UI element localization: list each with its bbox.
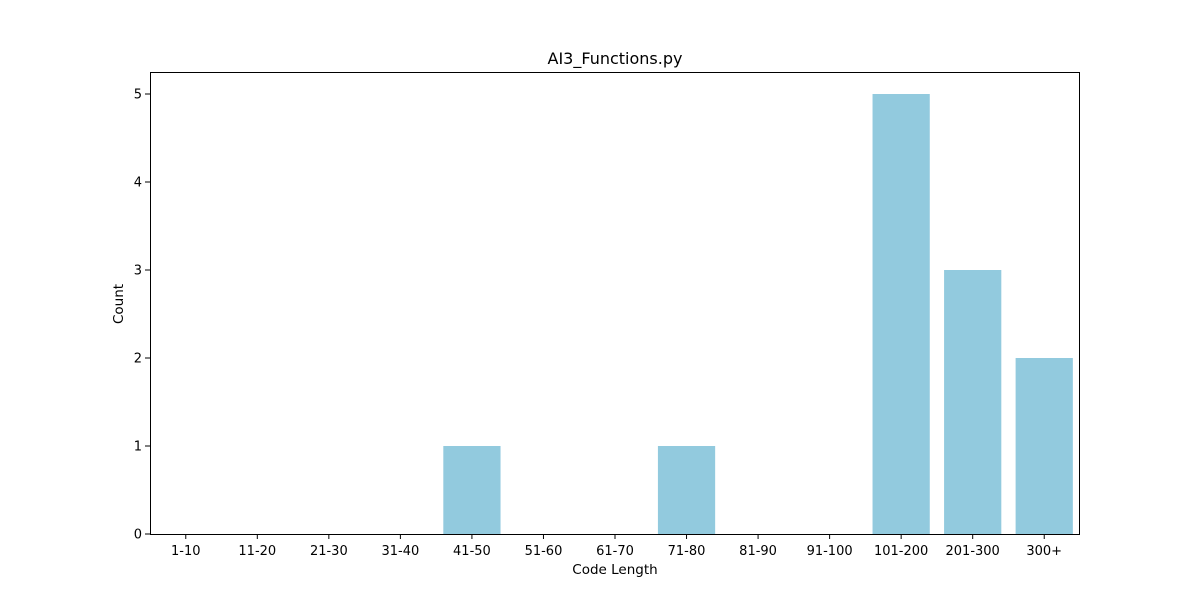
y-tick-label: 0 bbox=[134, 528, 142, 543]
x-tick-label: 300+ bbox=[1026, 544, 1062, 559]
y-ticks-group: 0 1 2 3 4 5 bbox=[134, 88, 150, 543]
chart-title: AI3_Functions.py bbox=[548, 49, 683, 69]
x-tick-label: 101-200 bbox=[874, 544, 928, 559]
bar-101-200 bbox=[872, 94, 930, 534]
x-tick-label: 51-60 bbox=[525, 544, 563, 559]
bar-71-80 bbox=[657, 446, 716, 534]
plot-frame bbox=[150, 72, 1080, 535]
bar-201-300 bbox=[944, 270, 1002, 534]
y-tick-label: 3 bbox=[134, 264, 142, 279]
y-tick-label: 4 bbox=[134, 176, 142, 191]
bar-300+ bbox=[1015, 358, 1073, 534]
x-tick-label: 91-100 bbox=[807, 544, 853, 559]
x-tick-label: 61-70 bbox=[596, 544, 634, 559]
y-tick-label: 5 bbox=[134, 88, 142, 103]
x-ticks-group: 1-10 11-20 21-30 31-40 41-50 51-60 61-70 71-80 8… bbox=[171, 534, 1062, 559]
x-tick-label: 31-40 bbox=[381, 544, 419, 559]
x-tick-label: 21-30 bbox=[310, 544, 348, 559]
bars-group bbox=[443, 94, 1073, 534]
x-tick-label: 201-300 bbox=[946, 544, 1000, 559]
x-tick-label: 71-80 bbox=[668, 544, 706, 559]
x-tick-label: 11-20 bbox=[238, 544, 276, 559]
bar-41-50 bbox=[443, 446, 501, 534]
y-tick-label: 1 bbox=[134, 440, 142, 455]
x-tick-label: 81-90 bbox=[739, 544, 777, 559]
x-axis-label: Code Length bbox=[572, 562, 657, 578]
y-axis-label: Count bbox=[111, 284, 127, 324]
y-tick-label: 2 bbox=[134, 352, 142, 367]
x-tick-label: 1-10 bbox=[171, 544, 201, 559]
x-tick-label: 41-50 bbox=[453, 544, 491, 559]
